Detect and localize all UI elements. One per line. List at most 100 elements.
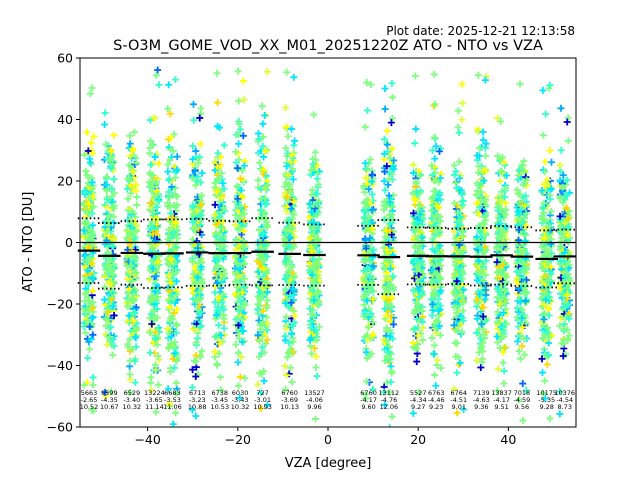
data-point [563,191,571,199]
data-point [85,194,93,202]
data-point [107,164,115,172]
data-point [127,189,135,197]
data-point [237,212,245,220]
data-point [197,104,205,112]
bin-std-label: 10.67 [100,403,119,411]
data-point [361,283,369,291]
data-point [514,207,522,215]
data-point [286,233,294,241]
data-point [387,265,395,273]
data-point [110,260,118,268]
data-point [368,178,376,186]
data-point [219,273,227,281]
data-point [365,273,373,281]
data-point [86,323,94,331]
data-point [481,243,489,251]
scatter-bin [450,80,468,417]
data-point [153,203,161,211]
data-point [458,116,466,124]
data-point [126,152,134,160]
data-point [149,230,157,238]
data-point [416,172,424,180]
data-point [101,283,109,291]
data-point [189,218,197,226]
data-point [260,153,268,161]
data-point [516,332,524,340]
data-point [545,351,553,359]
bin-count-label: 6713 [189,389,206,397]
data-point [564,214,572,222]
data-point [131,309,139,317]
data-point [369,330,377,338]
data-point [306,305,314,313]
data-point [215,321,223,329]
data-point [257,185,265,193]
data-point [363,196,371,204]
y-tick-label: 20 [57,174,73,189]
data-point [540,199,548,207]
data-point [428,334,436,342]
data-point [386,388,394,396]
data-point [196,302,204,310]
data-point [503,171,511,179]
data-point [459,299,467,307]
data-point [151,237,159,245]
data-point [172,349,180,357]
bin-count-label: 7139 [473,389,490,397]
data-point [189,289,197,297]
data-point [458,80,466,88]
data-point [290,73,298,81]
data-point [430,177,438,185]
data-point [564,231,572,239]
data-point [173,226,181,234]
data-point [497,117,505,125]
data-point [543,324,551,332]
data-point [88,149,96,157]
data-point [259,133,267,141]
data-point [218,194,226,202]
data-point [518,314,526,322]
data-point [365,352,373,360]
data-point [383,269,391,277]
bin-count-label: 6760 [360,389,377,397]
data-point [172,409,180,417]
data-point [281,336,289,344]
data-point [166,314,174,322]
data-point [255,316,263,324]
data-point [361,227,369,235]
data-point [460,286,468,294]
data-point [311,204,319,212]
data-point [522,276,530,284]
data-point [310,311,318,319]
data-point [457,225,465,233]
bin-count-label: 6763 [428,389,445,397]
data-point [363,79,371,87]
data-point [132,343,140,351]
data-point [412,218,420,226]
bin-mean-label: -3.65 [146,396,163,404]
data-point [386,198,394,206]
data-point [539,203,547,211]
data-point [88,304,96,312]
data-point [522,387,530,395]
data-point [146,116,154,124]
data-point [260,367,268,375]
data-point [565,332,573,340]
data-point [216,198,224,206]
data-point [107,331,115,339]
bin-mean-label: -3.69 [281,396,298,404]
data-point [211,288,219,296]
data-point [546,147,554,155]
data-point [259,318,267,326]
data-point [474,71,482,79]
data-point [369,385,377,393]
data-point [151,287,159,295]
data-point [287,223,295,231]
data-point [473,151,481,159]
data-point [153,220,161,228]
data-point [517,214,525,222]
data-point [477,364,485,371]
data-point [288,210,296,218]
data-point [81,297,89,305]
bin-mean-label: -3.53 [164,396,181,404]
